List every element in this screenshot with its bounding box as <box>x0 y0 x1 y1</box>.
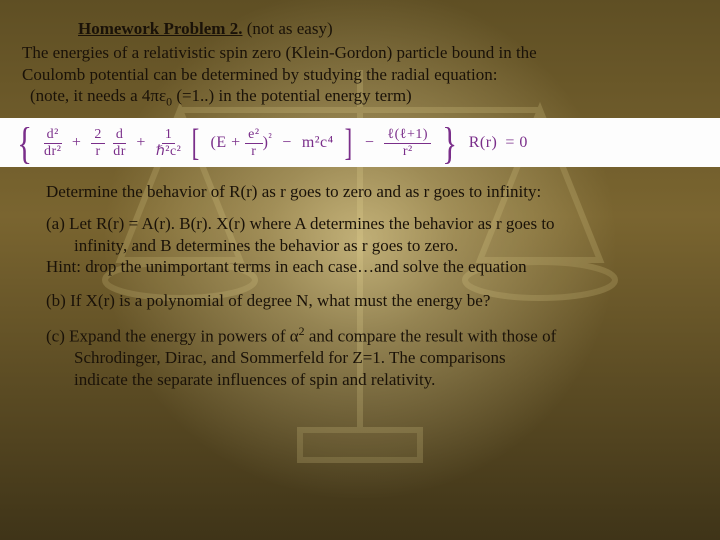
m2c4: m²c⁴ <box>302 133 334 153</box>
frac-2r: 2 r <box>91 128 105 159</box>
part-c: (c) Expand the energy in powers of α2 an… <box>46 324 698 391</box>
heading-label: Homework Problem 2. <box>78 19 242 38</box>
problem-body: Determine the behavior of R(r) as r goes… <box>22 181 698 391</box>
intro-line-1: The energies of a relativistic spin zero… <box>22 42 698 64</box>
right-bracket-icon: ] <box>344 127 352 159</box>
frac-ddr: d dr <box>113 128 127 159</box>
determine-line: Determine the behavior of R(r) as r goes… <box>46 181 698 203</box>
left-brace-icon: { <box>17 126 32 161</box>
right-brace-icon: } <box>442 126 457 161</box>
intro-note: (note, it needs a 4πε0 (=1..) in the pot… <box>22 85 698 110</box>
frac-1hc: 1 ℏ²c² <box>156 128 181 159</box>
part-b: (b) If X(r) is a polynomial of degree N,… <box>46 290 698 312</box>
equation-strip: { d² dr² + 2 r d dr + 1 ℏ²c² [ (E + e² r… <box>0 118 720 167</box>
part-a: (a) Let R(r) = A(r). B(r). X(r) where A … <box>46 213 698 278</box>
slide-content: Homework Problem 2. (not as easy) The en… <box>0 0 720 413</box>
frac-d2dr2: d² dr² <box>44 128 62 159</box>
problem-heading: Homework Problem 2. (not as easy) <box>22 18 698 40</box>
equals-zero: = 0 <box>505 133 528 153</box>
left-bracket-icon: [ <box>192 127 200 159</box>
intro-line-2: Coulomb potential can be determined by s… <box>22 64 698 86</box>
frac-ll1: ℓ(ℓ+1) r² <box>384 128 431 159</box>
heading-subtitle: (not as easy) <box>247 19 333 38</box>
inner-paren: (E + e² r )² <box>211 128 273 159</box>
R-of-r: R(r) <box>469 133 498 153</box>
